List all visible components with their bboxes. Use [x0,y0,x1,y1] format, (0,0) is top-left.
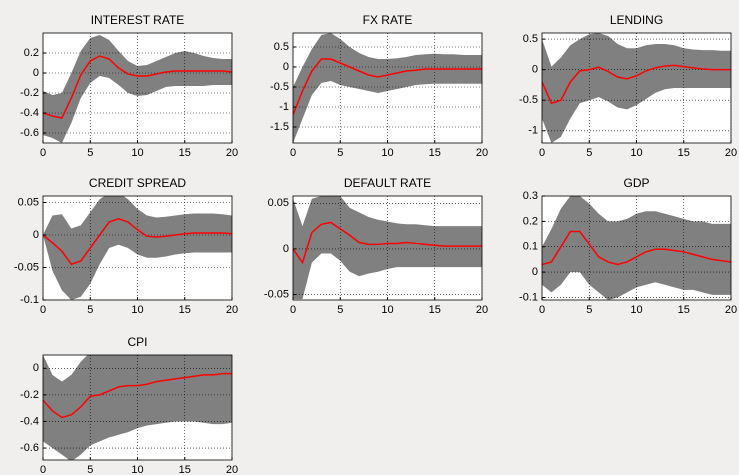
y-tick-label: -0.4 [20,107,39,119]
plot-content [293,33,482,143]
x-tick-label: 10 [630,304,642,316]
plot-content [293,196,482,300]
y-tick-label: -0.1 [20,294,39,306]
panel: -0.1 -0.05 0 0.05 0 5 10 15 20 CREDIT SPREAD [14,176,238,316]
response-line [542,64,731,105]
chart-title: INTEREST RATE [91,13,185,27]
x-tick-label: 5 [337,304,343,316]
y-tick-label: 0.5 [274,41,289,53]
y-tick-label: 0.2 [523,215,538,227]
panel: -1.5 -1 -0.5 0 0.5 0 5 10 15 20 FX RATE [270,13,488,159]
y-tick-label: 0 [283,243,289,255]
plot-content [43,196,232,300]
chart-title: CPI [127,335,147,349]
x-tick-label: 0 [40,464,46,475]
y-tick-label: -0.6 [20,442,39,454]
y-tick-label: 0 [33,362,39,374]
plot-content [542,33,731,143]
x-tick-label: 15 [678,147,690,159]
x-tick-label: 0 [539,147,545,159]
chart-title: GDP [623,176,649,190]
x-tick-label: 10 [381,147,393,159]
x-tick-label: 5 [87,147,93,159]
y-tick-label: 0.3 [523,190,538,202]
chart-title: CREDIT SPREAD [89,176,186,190]
x-tick-label: 10 [131,464,143,475]
x-tick-label: 15 [179,304,191,316]
y-tick-label: 0 [532,266,538,278]
y-tick-label: 0 [532,64,538,76]
x-tick-label: 20 [476,147,488,159]
x-tick-label: 10 [630,147,642,159]
y-tick-label: 0.5 [523,33,538,45]
y-tick-label: -1.5 [270,121,289,133]
response-line [542,230,731,266]
x-tick-label: 15 [179,147,191,159]
x-tick-label: 5 [87,464,93,475]
y-tick-label: 0.05 [18,196,39,208]
y-tick-label: -0.05 [264,288,289,300]
x-tick-label: 10 [131,304,143,316]
y-tick-label: -0.6 [20,127,39,139]
x-tick-label: 0 [40,304,46,316]
x-tick-label: 20 [725,147,737,159]
y-tick-label: -1 [528,125,538,137]
plot-content [43,33,232,143]
x-tick-label: 0 [290,147,296,159]
x-tick-label: 0 [539,304,545,316]
response-line [43,372,232,419]
y-tick-label: 0.2 [24,47,39,59]
y-tick-label: -0.2 [20,87,39,99]
y-tick-label: -1 [279,101,289,113]
response-line [293,58,482,116]
x-tick-label: 15 [429,304,441,316]
y-tick-label: -0.5 [519,94,538,106]
x-tick-label: 5 [586,147,592,159]
panel: -1 -0.5 0 0.5 0 5 10 15 20 LENDING [519,13,737,159]
x-tick-label: 0 [40,147,46,159]
x-tick-label: 20 [725,304,737,316]
chart-title: DEFAULT RATE [344,176,431,190]
y-tick-label: -0.2 [20,389,39,401]
chart-title: FX RATE [363,13,413,27]
y-tick-label: 0 [33,229,39,241]
x-tick-label: 20 [226,304,238,316]
x-tick-label: 15 [179,464,191,475]
chart-title: LENDING [610,13,663,27]
response-line [43,55,232,119]
y-tick-label: -0.1 [519,291,538,303]
x-tick-label: 20 [226,464,238,475]
response-line [43,217,232,266]
y-tick-label: 0 [33,67,39,79]
y-tick-label: -0.4 [20,415,39,427]
x-tick-label: 5 [586,304,592,316]
plot-content [43,355,232,460]
x-tick-label: 5 [337,147,343,159]
y-tick-label: 0.1 [523,241,538,253]
y-tick-label: -0.05 [14,261,39,273]
plot-content [542,196,731,300]
x-tick-label: 10 [131,147,143,159]
x-tick-label: 15 [678,304,690,316]
y-tick-label: 0 [283,61,289,73]
panel: -0.6 -0.4 -0.2 0 0.2 0 5 10 15 20 INTEREST RATE [20,13,238,159]
response-line [293,221,482,265]
x-tick-label: 0 [290,304,296,316]
x-tick-label: 5 [87,304,93,316]
panel: -0.6 -0.4 -0.2 0 0 5 10 15 20 CPI [20,335,238,475]
x-tick-label: 15 [429,147,441,159]
y-tick-label: 0.05 [268,197,289,209]
y-tick-label: -0.5 [270,81,289,93]
x-tick-label: 10 [381,304,393,316]
x-tick-label: 20 [476,304,488,316]
x-tick-label: 20 [226,147,238,159]
